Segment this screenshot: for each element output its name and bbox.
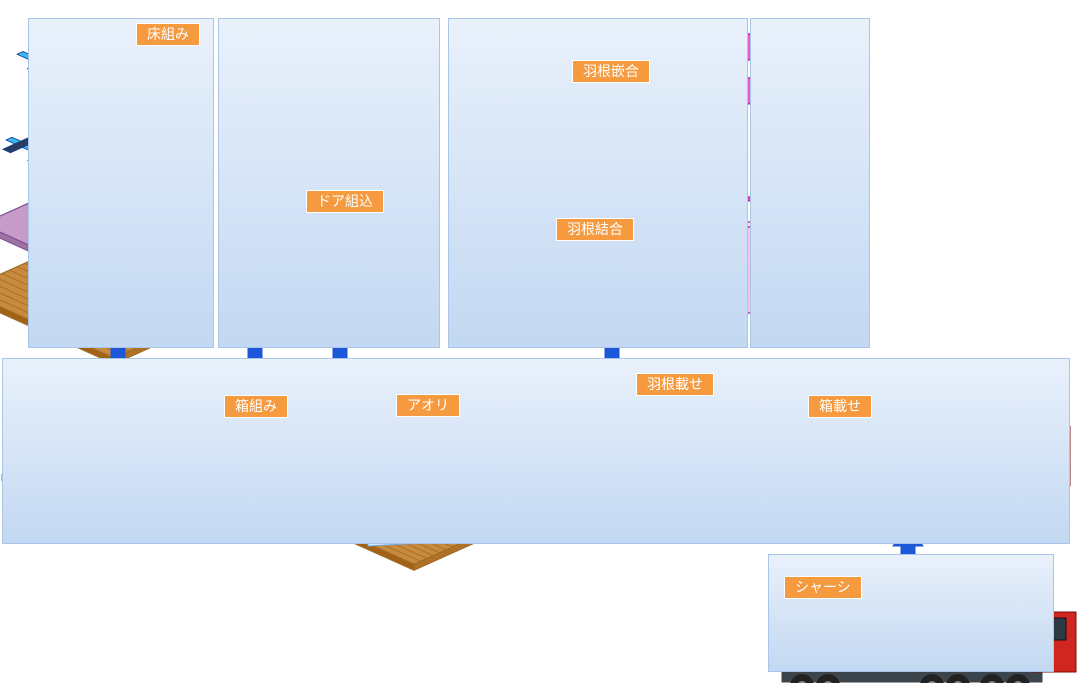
label-box_mount: 箱載せ <box>808 395 872 418</box>
label-wing_fit: 羽根嵌合 <box>572 60 650 83</box>
panel-door <box>218 18 440 348</box>
label-floor: 床組み <box>136 23 200 46</box>
label-box_assy: 箱組み <box>224 395 288 418</box>
label-door_assy: ドア組込 <box>306 190 384 213</box>
panel-chassis <box>768 554 1054 672</box>
panel-floor <box>28 18 214 348</box>
label-chassis: シャーシ <box>784 576 862 599</box>
label-wing_mount: 羽根載せ <box>636 373 714 396</box>
label-aori: アオリ <box>396 394 460 417</box>
panel-wing2 <box>750 18 870 348</box>
panel-main <box>2 358 1070 544</box>
label-wing_join: 羽根結合 <box>556 218 634 241</box>
